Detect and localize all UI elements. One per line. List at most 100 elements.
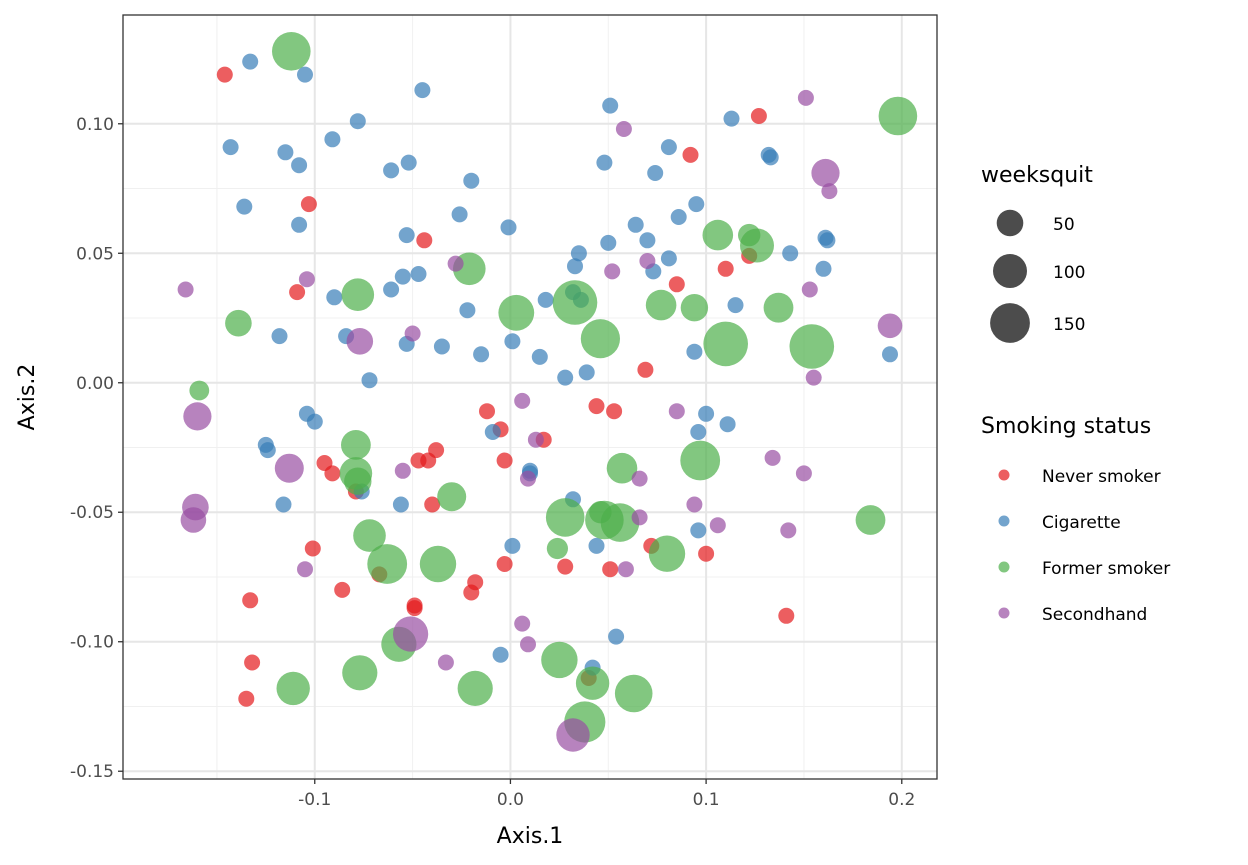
color-legend-key xyxy=(998,561,1010,573)
data-point xyxy=(789,324,835,369)
data-point xyxy=(815,260,832,277)
data-point xyxy=(367,544,408,584)
data-point xyxy=(608,628,625,645)
data-point xyxy=(180,507,207,533)
data-point xyxy=(514,392,531,409)
data-point xyxy=(394,462,411,479)
data-point xyxy=(545,498,585,537)
data-point xyxy=(324,131,341,148)
data-point xyxy=(797,89,814,106)
data-point xyxy=(353,519,386,552)
data-point xyxy=(615,121,632,137)
data-point xyxy=(614,674,653,713)
data-point xyxy=(698,545,715,562)
data-point xyxy=(406,597,423,614)
x-tick-label: 0.2 xyxy=(888,790,915,810)
y-tick-label: 0.05 xyxy=(76,244,114,264)
x-tick-label: -0.1 xyxy=(298,790,331,810)
y-tick-label: -0.05 xyxy=(70,503,114,523)
x-tick-label: 0.1 xyxy=(693,790,720,810)
data-point xyxy=(275,496,292,513)
data-point xyxy=(242,592,259,609)
data-point xyxy=(801,281,818,298)
data-point xyxy=(588,398,605,415)
data-point xyxy=(414,82,431,99)
data-point xyxy=(682,146,699,163)
data-point xyxy=(242,53,259,70)
size-legend-label: 50 xyxy=(1053,215,1075,235)
data-point xyxy=(437,482,467,512)
color-legend-label: Secondhand xyxy=(1042,605,1147,625)
data-point xyxy=(289,284,306,301)
x-axis-title: Axis.1 xyxy=(497,824,564,849)
data-point xyxy=(647,165,664,181)
data-point xyxy=(183,402,212,431)
data-point xyxy=(271,328,288,345)
data-point xyxy=(383,162,400,179)
data-point xyxy=(398,227,415,244)
color-legend-key xyxy=(998,469,1010,481)
data-point xyxy=(236,198,253,215)
data-point xyxy=(349,113,366,130)
data-point xyxy=(244,654,261,671)
data-point xyxy=(484,424,501,440)
color-legend-items: Never smoker Cigarette Former smoker Second… xyxy=(998,467,1170,625)
data-point xyxy=(291,157,308,174)
size-legend-items: 50 100 150 xyxy=(990,209,1085,343)
data-point xyxy=(546,537,569,560)
size-legend-key xyxy=(990,303,1030,343)
data-point xyxy=(738,223,761,247)
data-points xyxy=(177,32,918,752)
data-point xyxy=(419,545,457,583)
data-point xyxy=(416,232,433,249)
data-point xyxy=(272,32,311,71)
size-legend-label: 100 xyxy=(1053,263,1085,283)
data-point xyxy=(686,343,703,360)
data-point xyxy=(451,206,468,223)
data-point xyxy=(702,219,734,251)
data-point xyxy=(750,108,767,124)
data-point xyxy=(604,263,621,280)
data-point xyxy=(424,496,441,513)
data-point xyxy=(473,346,490,363)
size-legend-key xyxy=(993,254,1027,288)
data-point xyxy=(556,718,590,752)
data-point xyxy=(589,501,612,524)
data-point xyxy=(404,325,421,342)
plot-border xyxy=(122,14,938,780)
data-point xyxy=(341,430,371,460)
data-point xyxy=(719,416,736,433)
data-point xyxy=(795,465,812,482)
data-point xyxy=(617,561,634,578)
data-point xyxy=(703,321,748,367)
data-point xyxy=(498,294,535,331)
color-legend-label: Cigarette xyxy=(1042,513,1121,533)
data-point xyxy=(297,561,313,578)
data-point xyxy=(762,149,779,166)
series-cigarette xyxy=(222,53,898,676)
data-point xyxy=(238,690,255,707)
data-point xyxy=(177,281,194,298)
data-point xyxy=(602,561,619,578)
data-point xyxy=(877,313,903,339)
data-point xyxy=(819,232,836,249)
data-point xyxy=(459,302,476,319)
data-point xyxy=(400,154,417,171)
data-point xyxy=(334,581,351,598)
axes: -0.1 0.0 0.1 0.2 0.10 0.05 0.00 -0.05 -0.10 -0.15 xyxy=(70,115,915,810)
data-point xyxy=(688,196,705,213)
data-point xyxy=(648,535,686,572)
data-point xyxy=(433,338,450,355)
data-point xyxy=(660,139,677,156)
data-point xyxy=(520,636,536,653)
data-point xyxy=(259,442,276,459)
data-point xyxy=(578,364,595,381)
data-point xyxy=(723,110,740,127)
color-legend-key xyxy=(998,607,1010,619)
data-point xyxy=(727,297,744,314)
data-point xyxy=(680,294,709,322)
data-point xyxy=(639,232,656,249)
data-point xyxy=(780,522,797,539)
data-point xyxy=(717,260,734,277)
data-point xyxy=(531,348,548,365)
